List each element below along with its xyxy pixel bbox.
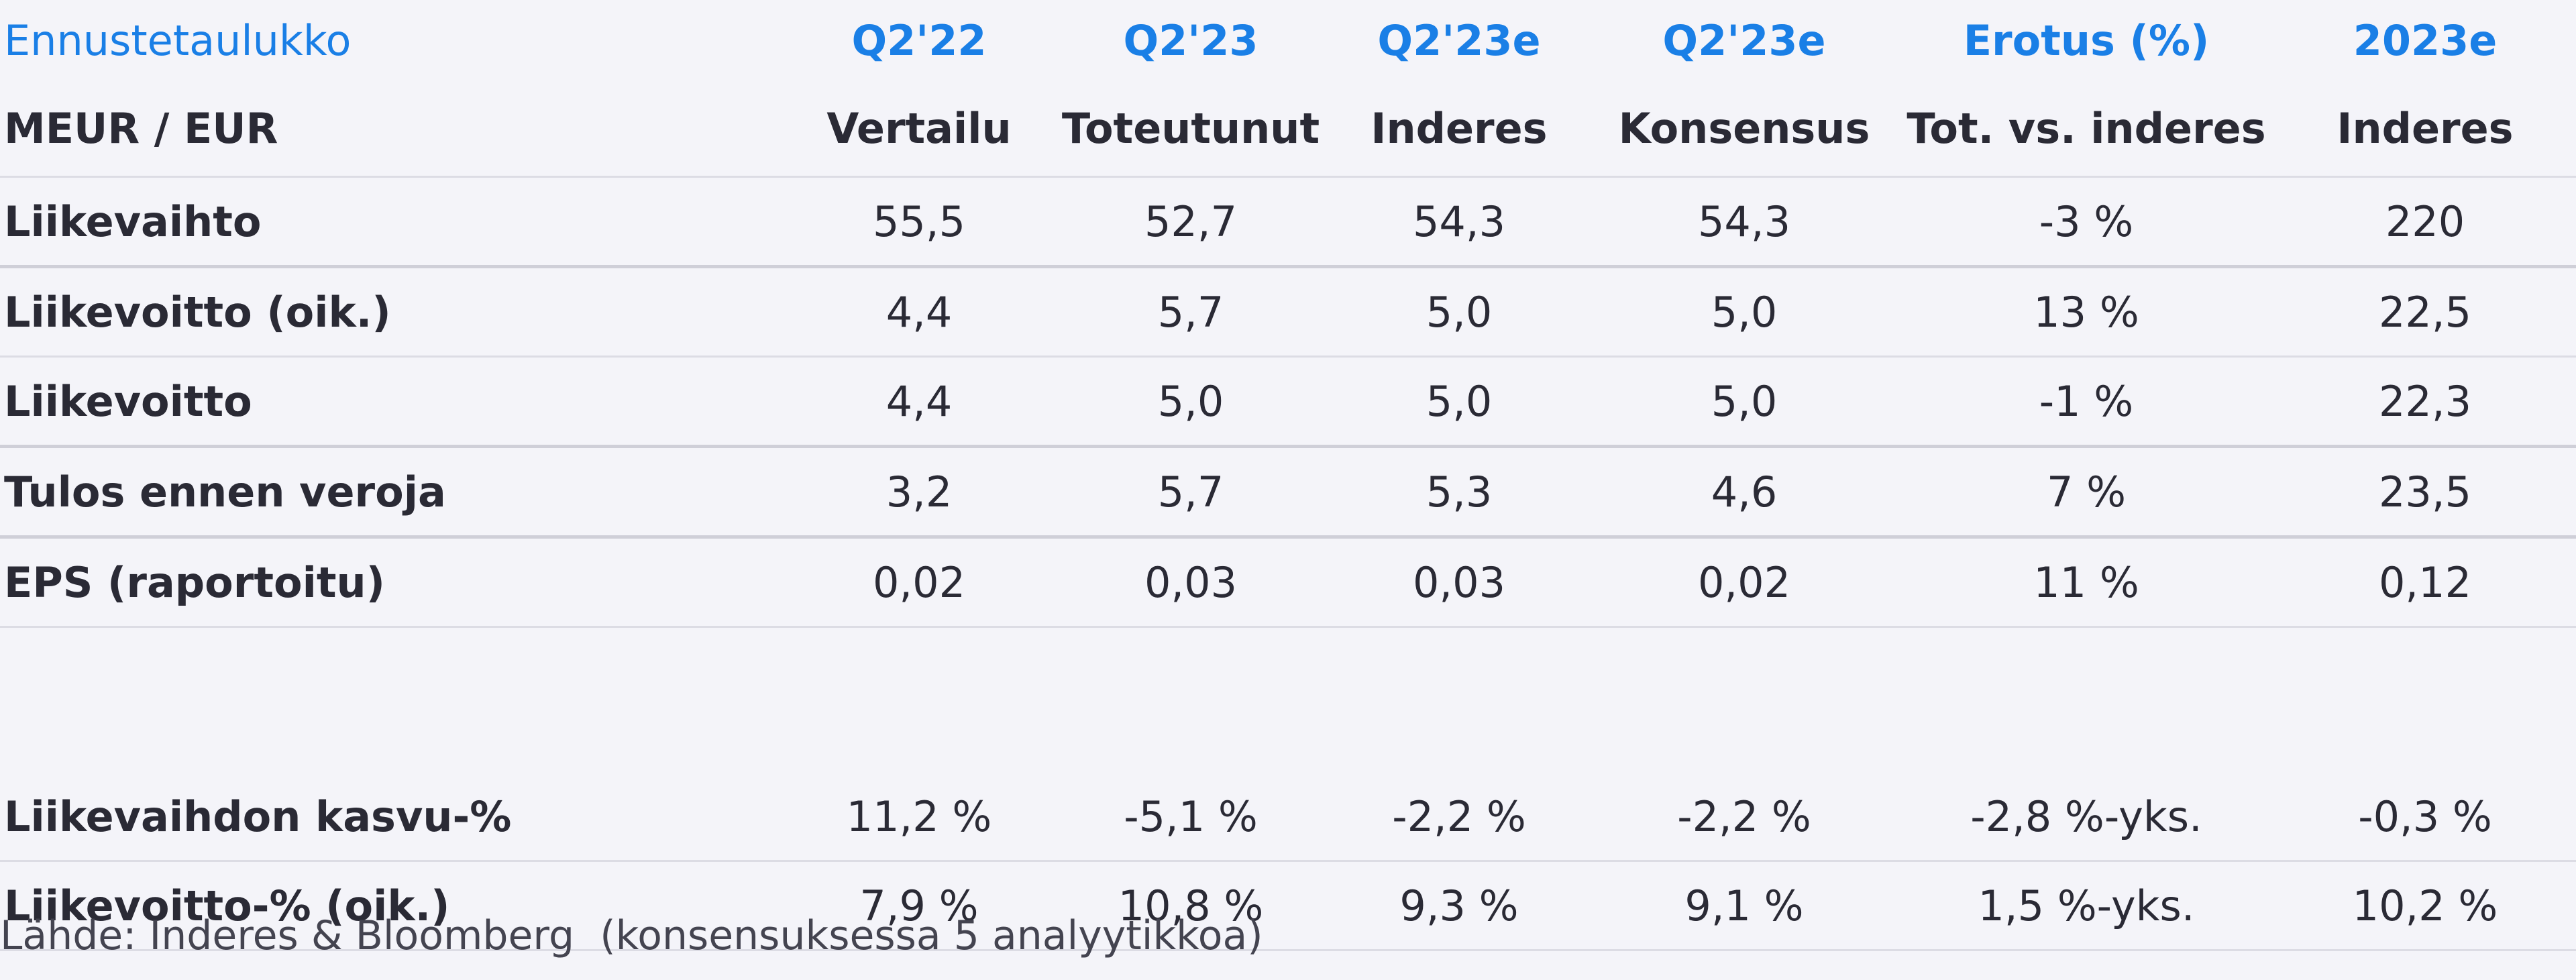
table-header-period: Ennustetaulukko Q2'22 Q2'23 Q2'23e Q2'23… xyxy=(0,0,2576,80)
row-label: Liikevoitto (oik.) xyxy=(4,287,391,337)
table-cell: 23,5 xyxy=(2378,467,2472,516)
column-subheader: Vertailu xyxy=(826,103,1012,153)
table-cell: -2,2 % xyxy=(1677,792,1811,841)
table-row: Tulos ennen veroja 3,2 5,7 5,3 4,6 7 % 2… xyxy=(0,448,2576,539)
table-cell: 22,3 xyxy=(2378,376,2472,426)
table-cell: -2,8 %-yks. xyxy=(1970,792,2202,841)
column-subheader: Konsensus xyxy=(1618,103,1870,153)
table-cell: 7,9 % xyxy=(859,881,979,930)
table-cell: 54,3 xyxy=(1697,197,1791,246)
table-cell: 13 % xyxy=(2033,287,2139,337)
table-cell: 0,12 xyxy=(2378,557,2472,607)
forecast-table: Ennustetaulukko Q2'22 Q2'23 Q2'23e Q2'23… xyxy=(0,0,2576,951)
table-cell: 9,1 % xyxy=(1684,881,1804,930)
column-subheader: Toteutunut xyxy=(1061,103,1320,153)
table-cell: 220 xyxy=(2385,197,2465,246)
table-cell: 0,03 xyxy=(1144,557,1238,607)
table-row: Liikevoitto 4,4 5,0 5,0 5,0 -1 % 22,3 xyxy=(0,358,2576,448)
table-header-source: MEUR / EUR Vertailu Toteutunut Inderes K… xyxy=(0,80,2576,178)
table-cell: 5,0 xyxy=(1426,376,1493,426)
table-cell: 10,2 % xyxy=(2352,881,2498,930)
table-cell: 5,0 xyxy=(1711,376,1778,426)
row-label: Tulos ennen veroja xyxy=(4,467,446,516)
table-title: Ennustetaulukko xyxy=(4,15,352,65)
column-header-q2-22: Q2'22 xyxy=(851,15,987,65)
unit-label: MEUR / EUR xyxy=(4,103,278,153)
column-header-q2-23e-inderes: Q2'23e xyxy=(1377,15,1541,65)
spacer-row xyxy=(0,628,2576,773)
table-cell: 4,6 xyxy=(1711,467,1778,516)
table-cell: 52,7 xyxy=(1144,197,1238,246)
table-row: Liikevoitto-% (oik.) 7,9 % 10,8 % 9,3 % … xyxy=(0,862,2576,951)
table-cell: -5,1 % xyxy=(1124,792,1258,841)
column-subheader: Inderes xyxy=(1371,103,1548,153)
row-label: Liikevaihto xyxy=(4,197,262,246)
column-header-2023e: 2023e xyxy=(2353,15,2498,65)
table-cell: 5,3 xyxy=(1426,467,1493,516)
column-header-q2-23: Q2'23 xyxy=(1123,15,1258,65)
table-cell: 55,5 xyxy=(872,197,966,246)
table-cell: 22,5 xyxy=(2378,287,2472,337)
table-cell: 4,4 xyxy=(885,287,953,337)
row-label: Liikevaihdon kasvu-% xyxy=(4,792,512,841)
column-header-difference: Erotus (%) xyxy=(1963,15,2210,65)
table-cell: 5,7 xyxy=(1157,287,1224,337)
column-subheader: Tot. vs. inderes xyxy=(1907,103,2266,153)
table-cell: 4,4 xyxy=(885,376,953,426)
table-cell: 5,7 xyxy=(1157,467,1224,516)
table-row: EPS (raportoitu) 0,02 0,03 0,03 0,02 11 … xyxy=(0,539,2576,628)
table-row: Liikevaihdon kasvu-% 11,2 % -5,1 % -2,2 … xyxy=(0,773,2576,862)
table-cell: 0,03 xyxy=(1412,557,1506,607)
source-note: Lähde: Inderes & Bloomberg (konsensukses… xyxy=(0,912,1263,959)
row-label: Liikevoitto xyxy=(4,376,252,426)
table-cell: 0,02 xyxy=(872,557,966,607)
table-cell: -3 % xyxy=(2039,197,2134,246)
table-cell: 54,3 xyxy=(1412,197,1506,246)
row-label: Liikevoitto-% (oik.) xyxy=(4,881,450,930)
table-cell: 0,02 xyxy=(1697,557,1791,607)
table-row: Liikevoitto (oik.) 4,4 5,7 5,0 5,0 13 % … xyxy=(0,268,2576,358)
table-cell: -0,3 % xyxy=(2358,792,2492,841)
column-subheader: Inderes xyxy=(2337,103,2514,153)
table-cell: 1,5 %-yks. xyxy=(1978,881,2195,930)
table-row: Liikevaihto 55,5 52,7 54,3 54,3 -3 % 220 xyxy=(0,178,2576,268)
table-cell: -2,2 % xyxy=(1392,792,1526,841)
table-cell: 3,2 xyxy=(885,467,953,516)
table-cell: 5,0 xyxy=(1157,376,1224,426)
row-label: EPS (raportoitu) xyxy=(4,557,385,607)
table-cell: 5,0 xyxy=(1711,287,1778,337)
table-cell: 7 % xyxy=(2046,467,2127,516)
table-cell: 9,3 % xyxy=(1399,881,1519,930)
table-cell: 5,0 xyxy=(1426,287,1493,337)
table-cell: 10,8 % xyxy=(1118,881,1264,930)
table-cell: -1 % xyxy=(2039,376,2134,426)
table-cell: 11 % xyxy=(2033,557,2139,607)
table-cell: 11,2 % xyxy=(846,792,992,841)
column-header-q2-23e-consensus: Q2'23e xyxy=(1662,15,1826,65)
